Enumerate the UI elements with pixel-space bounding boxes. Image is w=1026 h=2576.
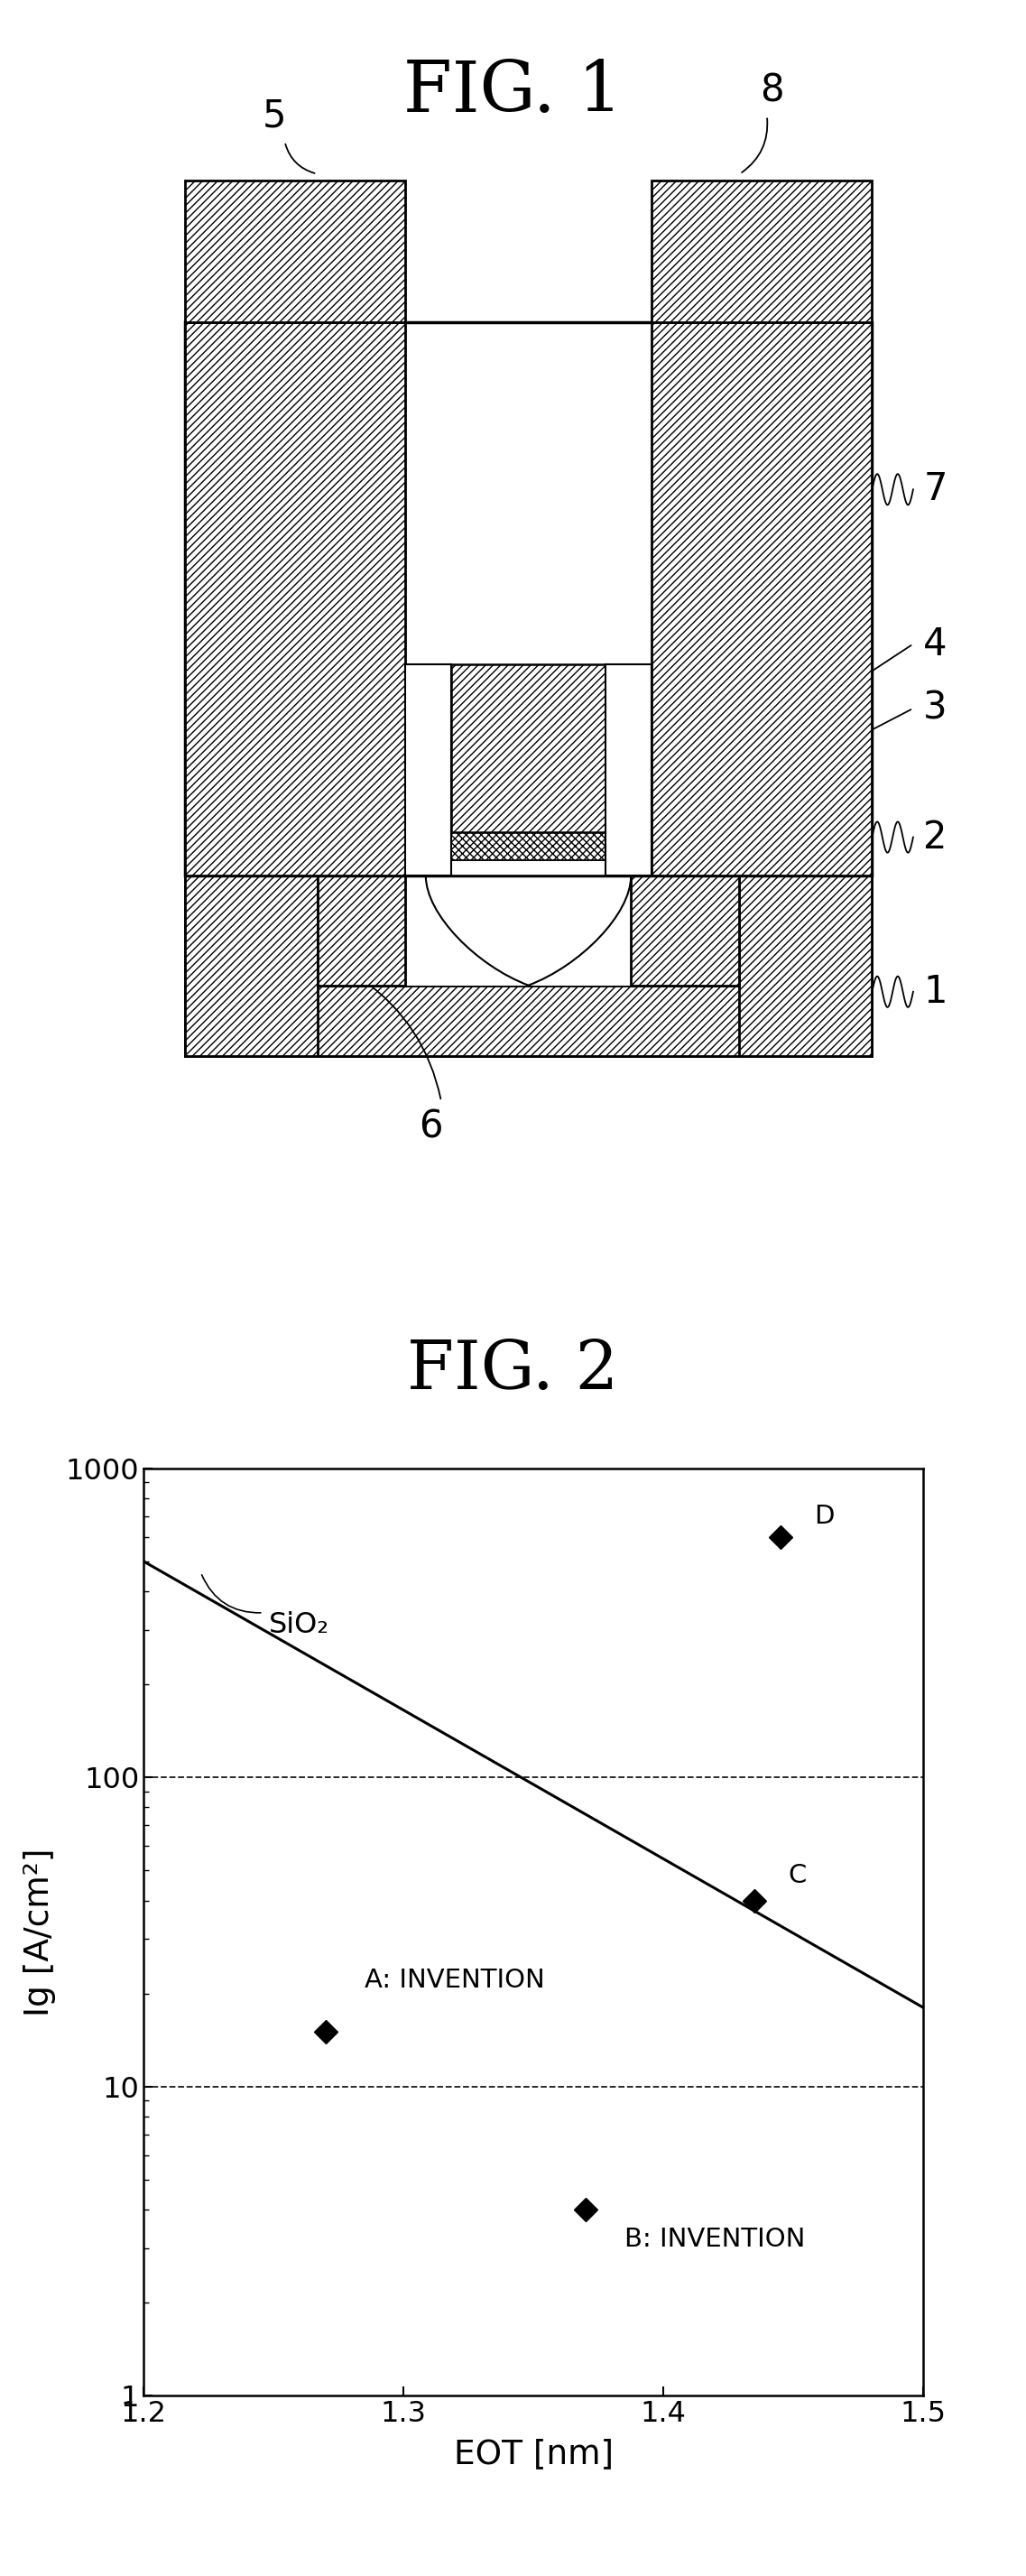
Y-axis label: Ig [A/cm²]: Ig [A/cm²] bbox=[24, 1847, 55, 2017]
Text: 1: 1 bbox=[923, 974, 947, 1010]
Text: FIG. 2: FIG. 2 bbox=[407, 1337, 619, 1404]
Bar bbox=[451, 832, 605, 860]
PathPatch shape bbox=[426, 876, 631, 987]
X-axis label: EOT [nm]: EOT [nm] bbox=[453, 2437, 614, 2470]
Bar bbox=[652, 180, 872, 322]
Bar bbox=[185, 322, 872, 876]
Text: 7: 7 bbox=[923, 471, 947, 507]
Text: 4: 4 bbox=[923, 626, 947, 662]
Text: FIG. 1: FIG. 1 bbox=[403, 57, 623, 126]
Text: 5: 5 bbox=[263, 98, 286, 137]
Bar bbox=[318, 876, 739, 987]
Text: C: C bbox=[788, 1862, 806, 1888]
Bar bbox=[318, 876, 405, 987]
Bar bbox=[739, 876, 872, 1056]
Text: 3: 3 bbox=[923, 690, 947, 726]
Bar bbox=[185, 876, 872, 1056]
Bar bbox=[185, 876, 318, 1056]
Bar bbox=[631, 876, 739, 987]
Bar bbox=[185, 180, 405, 322]
Bar bbox=[605, 665, 652, 876]
Text: SiO₂: SiO₂ bbox=[269, 1613, 329, 1638]
Bar bbox=[652, 322, 872, 876]
Text: B: INVENTION: B: INVENTION bbox=[625, 2226, 805, 2251]
Text: 6: 6 bbox=[419, 1108, 443, 1146]
Bar bbox=[451, 665, 605, 832]
Bar bbox=[405, 665, 451, 876]
Bar bbox=[185, 984, 872, 1056]
Text: 8: 8 bbox=[760, 72, 784, 111]
Text: 2: 2 bbox=[923, 819, 947, 855]
Bar bbox=[185, 322, 405, 876]
Text: D: D bbox=[815, 1504, 834, 1528]
Bar bbox=[451, 860, 605, 876]
Text: A: INVENTION: A: INVENTION bbox=[364, 1968, 545, 1994]
